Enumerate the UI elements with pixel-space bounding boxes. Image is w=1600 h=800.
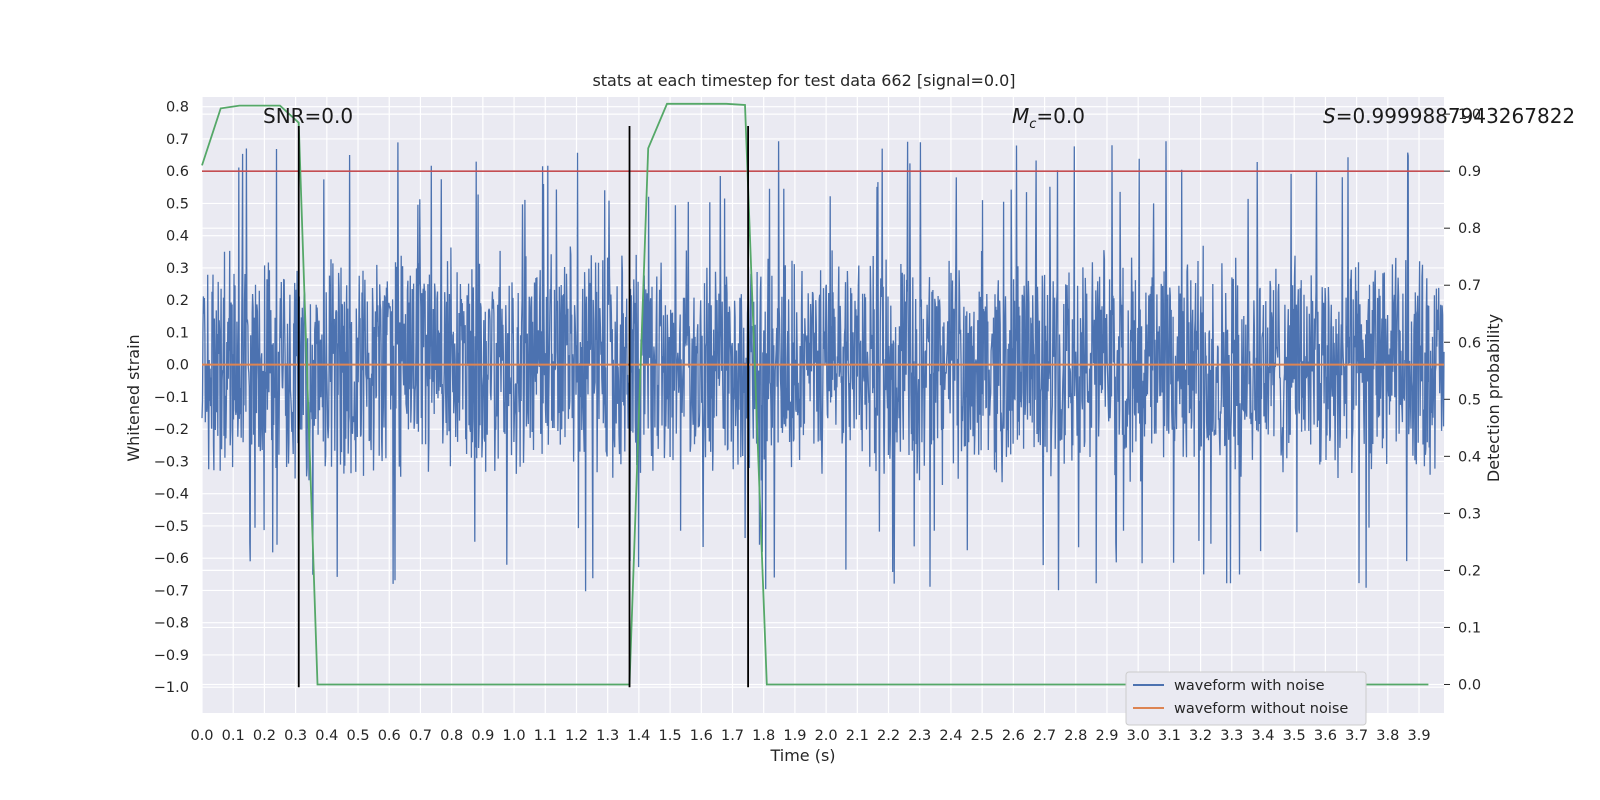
y-tick-label: −0.1 xyxy=(154,390,189,406)
y2-tick-label: 1.0 xyxy=(1458,107,1481,123)
legend-label-clean: waveform without noise xyxy=(1174,701,1348,717)
y2-tick-label: 0.5 xyxy=(1458,392,1481,408)
y-tick-label: −1.0 xyxy=(154,680,189,696)
legend: waveform with noise waveform without noi… xyxy=(1125,671,1367,726)
x-tick-label: 2.5 xyxy=(971,728,994,744)
y-tick-label: −0.4 xyxy=(154,487,189,503)
x-tick-label: 2.7 xyxy=(1033,728,1056,744)
x-axis-ticks: 0.0 0.1 0.2 0.3 0.4 0.5 0.6 0.7 0.8 0.9 1.0 1.1 1.2 1… xyxy=(190,728,1430,744)
y-tick-label: 0.2 xyxy=(166,293,189,309)
snr-annotation: SNR=0.0 xyxy=(263,104,353,128)
x-tick-label: 0.1 xyxy=(222,728,245,744)
y-tick-label: 0.3 xyxy=(166,261,189,277)
series-detection-probability xyxy=(201,102,1429,686)
x-tick-label: 2.9 xyxy=(1095,728,1118,744)
x-axis-label: Time (s) xyxy=(769,746,835,765)
x-tick-label: 1.3 xyxy=(596,728,619,744)
x-tick-label: 3.7 xyxy=(1345,728,1368,744)
x-tick-label: 3.4 xyxy=(1251,728,1274,744)
legend-label-noise: waveform with noise xyxy=(1174,678,1325,694)
x-tick-label: 3.9 xyxy=(1408,728,1431,744)
y-tick-label: 0.5 xyxy=(166,196,189,212)
series-waveform-with-noise xyxy=(201,141,1445,592)
x-tick-label: 0.4 xyxy=(315,728,338,744)
y-tick-label: 0.4 xyxy=(166,229,189,245)
y2-tick-label: 0.8 xyxy=(1458,221,1481,237)
legend-box xyxy=(1125,671,1367,726)
y2-axis-ticks: 1.0 0.9 0.8 0.7 0.6 0.5 0.4 0.3 0.2 0.1 0.0 xyxy=(1444,107,1481,693)
y-tick-label: 0.1 xyxy=(166,325,189,341)
y2-tick-label: 0.9 xyxy=(1458,164,1481,180)
y-tick-label: 0.7 xyxy=(166,132,189,148)
x-tick-label: 0.7 xyxy=(409,728,432,744)
y-tick-label: −0.2 xyxy=(154,422,189,438)
y-tick-label: 0.8 xyxy=(166,100,189,116)
s-symbol: S xyxy=(1323,104,1336,128)
chart-title: stats at each timestep for test data 662… xyxy=(592,71,1015,90)
x-tick-label: 1.9 xyxy=(783,728,806,744)
y-tick-label: −0.7 xyxy=(154,583,189,599)
x-tick-label: 0.6 xyxy=(378,728,401,744)
noise-trace xyxy=(201,141,1445,592)
y2-tick-label: 0.1 xyxy=(1458,620,1481,636)
x-tick-label: 1.8 xyxy=(752,728,775,744)
mc-annotation: Mc=0.0 xyxy=(1012,104,1085,132)
y2-tick-label: 0.3 xyxy=(1458,506,1481,522)
s-value: =0.9999887943267822 xyxy=(1336,104,1575,128)
x-tick-label: 3.1 xyxy=(1158,728,1181,744)
x-tick-label: 3.5 xyxy=(1283,728,1306,744)
x-tick-label: 1.7 xyxy=(721,728,744,744)
x-tick-label: 0.2 xyxy=(253,728,276,744)
x-tick-label: 3.0 xyxy=(1127,728,1150,744)
x-tick-label: 1.1 xyxy=(534,728,557,744)
y-tick-label: −0.3 xyxy=(154,454,189,470)
mc-symbol: M xyxy=(1012,104,1029,128)
mc-subscript: c xyxy=(1029,117,1036,132)
x-tick-label: 2.0 xyxy=(815,728,838,744)
x-tick-label: 2.3 xyxy=(908,728,931,744)
y2-axis-label: Detection probability xyxy=(1484,314,1503,482)
y-tick-label: 0.0 xyxy=(166,358,189,374)
y-tick-label: −0.5 xyxy=(154,519,189,535)
x-tick-label: 1.0 xyxy=(503,728,526,744)
y-tick-label: −0.8 xyxy=(154,616,189,632)
s-annotation: S=0.9999887943267822 xyxy=(1323,104,1575,128)
y2-tick-label: 0.2 xyxy=(1458,563,1481,579)
x-tick-label: 0.9 xyxy=(471,728,494,744)
y2-tick-label: 0.4 xyxy=(1458,449,1481,465)
y-axis-ticks: 0.8 0.7 0.6 0.5 0.4 0.3 0.2 0.1 0.0 −0.1 −0.2 −0.3 −… xyxy=(154,100,189,697)
x-tick-label: 3.6 xyxy=(1314,728,1337,744)
y-tick-label: −0.9 xyxy=(154,648,189,664)
x-tick-label: 1.2 xyxy=(565,728,588,744)
x-tick-label: 0.5 xyxy=(346,728,369,744)
y-tick-label: 0.6 xyxy=(166,164,189,180)
event-markers xyxy=(297,126,750,688)
y2-tick-label: 0.6 xyxy=(1458,335,1481,351)
x-tick-label: 3.2 xyxy=(1189,728,1212,744)
x-tick-label: 2.8 xyxy=(1064,728,1087,744)
y-axis-label: Whitened strain xyxy=(124,334,143,461)
x-tick-label: 2.4 xyxy=(939,728,962,744)
x-tick-label: 2.2 xyxy=(877,728,900,744)
y-tick-label: −0.6 xyxy=(154,551,189,567)
x-tick-label: 1.6 xyxy=(690,728,713,744)
y2-tick-label: 0.7 xyxy=(1458,278,1481,294)
y2-tick-label: 0.0 xyxy=(1458,677,1481,693)
x-tick-label: 2.6 xyxy=(1002,728,1025,744)
x-tick-label: 1.5 xyxy=(659,728,682,744)
x-tick-label: 0.0 xyxy=(190,728,213,744)
x-tick-label: 3.8 xyxy=(1376,728,1399,744)
x-tick-label: 1.4 xyxy=(627,728,650,744)
x-tick-label: 3.3 xyxy=(1220,728,1243,744)
x-tick-label: 2.1 xyxy=(846,728,869,744)
x-tick-label: 0.8 xyxy=(440,728,463,744)
mc-value: =0.0 xyxy=(1036,104,1085,128)
x-tick-label: 0.3 xyxy=(284,728,307,744)
